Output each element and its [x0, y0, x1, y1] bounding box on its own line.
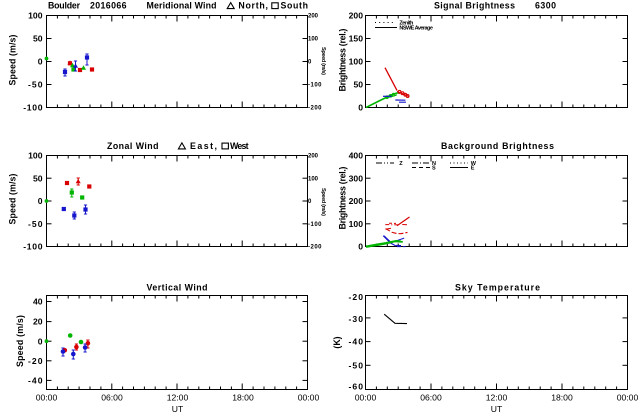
svg-text:2016066: 2016066 — [90, 1, 127, 11]
svg-text:100: 100 — [349, 219, 364, 229]
svg-text:-200: -200 — [308, 245, 322, 251]
svg-text:0: 0 — [38, 336, 43, 346]
svg-text:300: 300 — [349, 173, 364, 183]
svg-text:00:00: 00:00 — [355, 393, 377, 403]
svg-text:-40: -40 — [28, 376, 43, 386]
svg-text:Z: Z — [399, 161, 403, 167]
svg-text:Zonal Wind: Zonal Wind — [107, 141, 159, 151]
svg-text:Speed (m/s): Speed (m/s) — [320, 188, 326, 216]
svg-text:Vertical Wind: Vertical Wind — [147, 283, 208, 293]
svg-text:-100: -100 — [308, 222, 322, 228]
svg-text:40: 40 — [33, 297, 43, 307]
svg-text:-200: -200 — [308, 106, 322, 112]
svg-text:-40: -40 — [349, 337, 364, 347]
svg-text:-30: -30 — [349, 314, 364, 324]
svg-text:Speed (m/s): Speed (m/s) — [320, 47, 326, 75]
svg-text:NSWE Average: NSWE Average — [399, 25, 433, 31]
svg-text:200: 200 — [308, 14, 319, 20]
svg-text:-20: -20 — [349, 292, 364, 302]
svg-text:Speed (m/s): Speed (m/s) — [8, 34, 18, 85]
svg-text:Brightness (rel.): Brightness (rel.) — [338, 166, 348, 229]
svg-text:Zenith: Zenith — [399, 20, 414, 26]
svg-text:Speed (m/s): Speed (m/s) — [15, 315, 25, 367]
svg-text:200: 200 — [349, 196, 364, 206]
svg-text:00:00: 00:00 — [617, 393, 639, 403]
svg-text:West: West — [230, 141, 249, 151]
svg-text:100: 100 — [308, 37, 319, 43]
svg-text:-50: -50 — [349, 361, 364, 371]
svg-text:100: 100 — [308, 176, 319, 182]
svg-text:200: 200 — [308, 154, 319, 160]
svg-text:0: 0 — [308, 199, 312, 205]
svg-text:0: 0 — [308, 60, 312, 66]
svg-text:06:00: 06:00 — [101, 393, 123, 403]
svg-text:E: E — [471, 166, 475, 172]
svg-text:-100: -100 — [308, 83, 322, 89]
svg-text:200: 200 — [349, 11, 364, 21]
svg-text:Sky Temperature: Sky Temperature — [455, 283, 540, 293]
svg-text:18:00: 18:00 — [551, 393, 573, 403]
svg-text:12:00: 12:00 — [167, 393, 189, 403]
svg-text:06:00: 06:00 — [420, 393, 442, 403]
svg-text:Boulder: Boulder — [48, 1, 81, 11]
svg-text:-100: -100 — [23, 242, 43, 252]
svg-text:-50: -50 — [28, 219, 43, 229]
svg-text:UT: UT — [491, 404, 503, 414]
svg-text:100: 100 — [28, 11, 43, 21]
svg-text:6300: 6300 — [535, 1, 556, 11]
svg-text:W: W — [471, 161, 477, 167]
svg-text:Background Brightness: Background Brightness — [441, 141, 554, 151]
svg-text:East,: East, — [190, 141, 217, 151]
svg-text:Meridional Wind: Meridional Wind — [147, 1, 217, 11]
svg-text:0: 0 — [358, 242, 363, 252]
svg-text:Brightness (rel.): Brightness (rel.) — [338, 28, 348, 91]
svg-text:18:00: 18:00 — [232, 393, 254, 403]
svg-text:North,: North, — [238, 1, 268, 11]
svg-text:00:00: 00:00 — [36, 393, 58, 403]
svg-text:-100: -100 — [23, 103, 43, 113]
svg-text:S: S — [432, 166, 436, 172]
svg-text:00:00: 00:00 — [298, 393, 320, 403]
svg-text:50: 50 — [33, 34, 43, 44]
svg-text:N: N — [432, 161, 436, 167]
svg-text:Signal Brightness: Signal Brightness — [434, 1, 515, 11]
svg-text:12:00: 12:00 — [486, 393, 508, 403]
svg-text:0: 0 — [38, 57, 43, 67]
svg-text:50: 50 — [33, 173, 43, 183]
svg-text:Speed (m/s): Speed (m/s) — [8, 173, 18, 224]
svg-text:400: 400 — [349, 151, 364, 161]
svg-text:-50: -50 — [28, 80, 43, 90]
svg-text:100: 100 — [28, 151, 43, 161]
svg-text:South: South — [281, 1, 309, 11]
svg-text:20: 20 — [33, 317, 43, 327]
svg-text:50: 50 — [353, 80, 363, 90]
svg-text:-60: -60 — [349, 382, 364, 392]
svg-text:100: 100 — [349, 57, 364, 67]
svg-text:150: 150 — [349, 34, 364, 44]
svg-text:(K): (K) — [332, 336, 342, 348]
svg-text:0: 0 — [38, 196, 43, 206]
svg-text:0: 0 — [358, 103, 363, 113]
svg-text:UT: UT — [172, 404, 184, 414]
svg-text:-20: -20 — [28, 356, 43, 366]
